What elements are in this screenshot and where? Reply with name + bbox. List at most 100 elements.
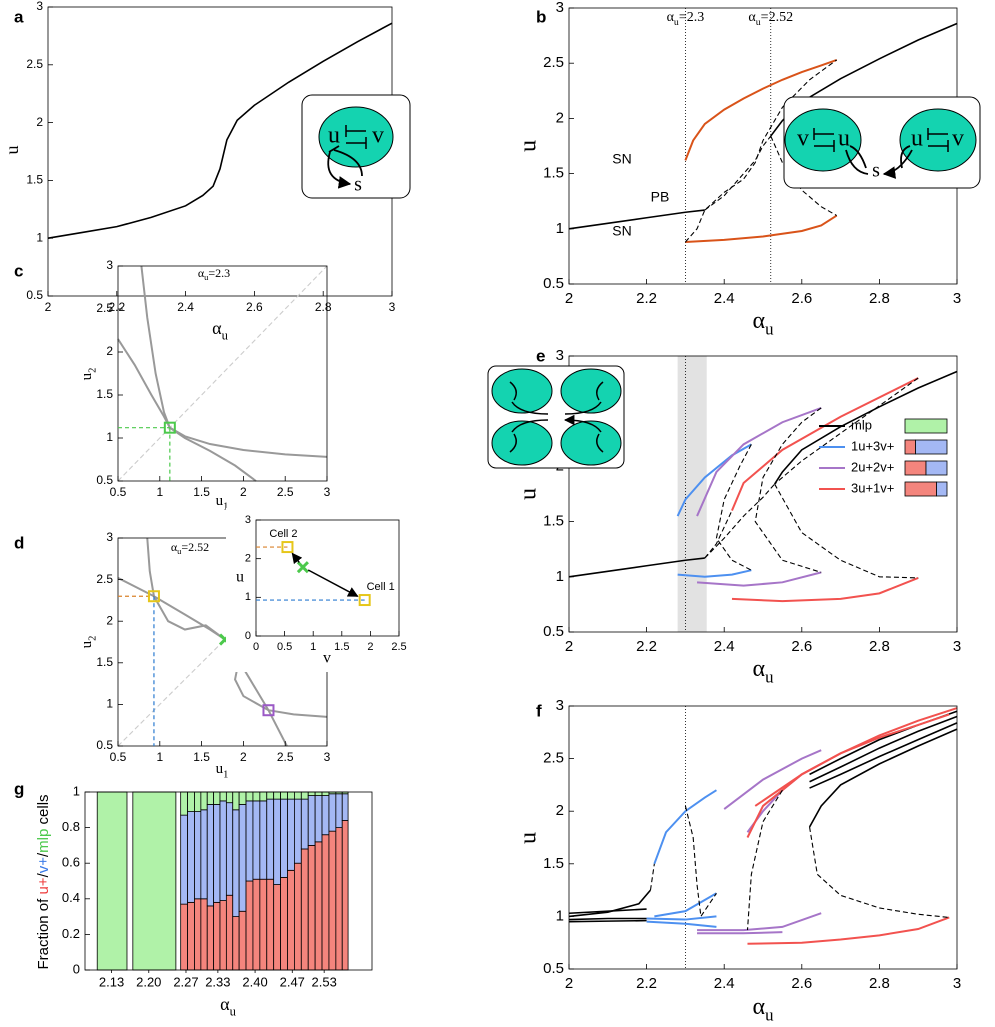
series-line [715, 444, 752, 571]
bar-segment [187, 901, 195, 971]
bar-segment [259, 878, 268, 971]
series-line [676, 443, 752, 517]
bar-segment [287, 791, 295, 800]
bar-segment [314, 791, 323, 796]
point-marker [262, 704, 275, 717]
series-line [770, 22, 958, 137]
x-axis-label: αu [753, 656, 775, 687]
series-line [568, 209, 705, 230]
y-tick-label: 3 [106, 530, 113, 544]
label-rest: =2.52 [181, 540, 209, 554]
bar-segment [232, 809, 240, 917]
bar-segment [321, 795, 330, 836]
series-line [684, 59, 838, 243]
label-main: u [79, 372, 95, 380]
series-line [117, 265, 328, 482]
y-tick-label: 2 [556, 109, 564, 126]
label-rest: =2.3 [208, 266, 230, 280]
x-tick-label: 2.2 [108, 300, 125, 314]
node-label: s [872, 160, 880, 182]
label-main: α [667, 10, 675, 25]
point-marker [147, 590, 160, 603]
axes-frame [568, 355, 958, 633]
bar-segment [206, 791, 215, 805]
x-tick-label: 2.8 [869, 638, 890, 655]
label-main: α [753, 656, 766, 682]
x-tick-label: 2.5 [391, 641, 406, 653]
cell [491, 368, 553, 414]
reference-label: αu=2.3 [667, 10, 705, 28]
label-rest: =2.3 [679, 10, 704, 25]
bar-segment [287, 798, 295, 871]
series-line [649, 863, 655, 891]
bar-segment [252, 800, 261, 880]
bar-segment [300, 798, 309, 850]
x-tick-label: 2 [45, 300, 52, 314]
bar-segment [206, 804, 215, 907]
x-tick-label: 2.13 [99, 974, 124, 989]
x-tick-label: 2.8 [315, 300, 332, 314]
y-tick-label: 0 [73, 961, 80, 976]
series-line [809, 826, 950, 918]
bar-segment [219, 800, 227, 901]
y-tick-label: 0.6 [62, 855, 80, 870]
x-tick-label: 1.5 [193, 485, 210, 499]
series-line [696, 406, 822, 517]
series-line [646, 915, 717, 921]
y-tick-label: 1 [556, 220, 564, 237]
bar-segment [187, 791, 195, 812]
bar-segment [259, 800, 268, 880]
x-tick-label: 0.5 [110, 750, 127, 764]
x-tick-label: 2 [565, 638, 573, 655]
axes-frame [255, 519, 400, 637]
cell [491, 420, 553, 466]
series-line [146, 537, 288, 747]
bar-segment [213, 804, 221, 903]
y-axis-label: u [236, 569, 244, 586]
y-tick-label: 0.5 [543, 623, 564, 640]
y-axis-label: u [516, 140, 542, 152]
note: αu=2.52 [171, 540, 209, 556]
bar-segment [238, 910, 247, 971]
series-line [568, 557, 705, 578]
x-tick-label: 1.5 [193, 750, 210, 764]
inhibition [328, 145, 363, 177]
bar-segment [213, 791, 221, 805]
bar-segment [273, 798, 281, 885]
bar-segment [314, 841, 323, 971]
y-tick-label: 1 [556, 568, 564, 585]
bar-segment [307, 791, 316, 796]
inhibition [813, 128, 949, 152]
bar-segment [307, 795, 316, 846]
series-line [568, 919, 647, 923]
label-sub: u [756, 17, 761, 28]
arrow [307, 569, 359, 597]
cell [784, 108, 862, 172]
series-line [770, 135, 837, 217]
bar-segment [314, 795, 323, 843]
x-tick-label: 1 [310, 641, 316, 653]
schematics: u v s v u u v s [301, 94, 981, 469]
bar-segment [232, 791, 240, 811]
label-main: α [212, 318, 222, 338]
axes-frame [84, 791, 373, 971]
schematic-a: u v s [301, 94, 411, 199]
series-line [696, 571, 822, 587]
bar-segment [200, 791, 208, 811]
series-line [809, 715, 958, 783]
node-label: u [838, 126, 850, 152]
x-tick-label: 2.5 [277, 485, 294, 499]
label-sub: 1 [223, 502, 228, 513]
x-tick-label: 2 [565, 290, 573, 307]
node-label: u [911, 126, 923, 152]
x-tick-label: 2.4 [714, 638, 735, 655]
inhibition [509, 381, 604, 453]
arrow [511, 401, 602, 433]
legend-icon [904, 481, 937, 497]
series-line [47, 22, 393, 239]
bar-segment [273, 884, 281, 971]
panel-letter: a [14, 7, 24, 26]
y-tick-label: 1.5 [543, 165, 564, 182]
schematic-e [487, 365, 625, 469]
